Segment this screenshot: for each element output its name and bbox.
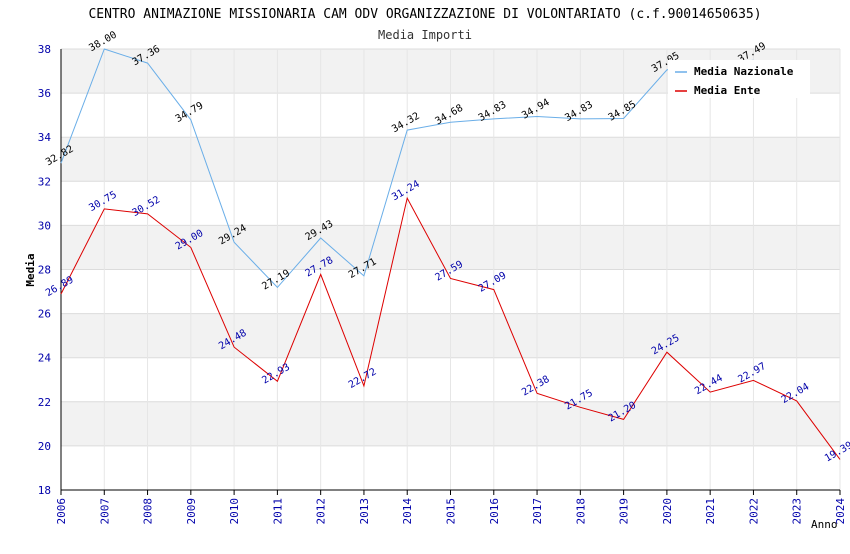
y-tick-label: 32 bbox=[38, 175, 51, 188]
y-tick-label: 30 bbox=[38, 219, 51, 232]
x-tick-label: 2010 bbox=[228, 498, 241, 525]
series-line-media-ente bbox=[60, 196, 841, 460]
x-tick-label: 2016 bbox=[488, 498, 501, 525]
y-tick-label: 38 bbox=[38, 43, 51, 56]
x-tick-label: 2024 bbox=[834, 498, 847, 525]
series-lines bbox=[60, 48, 841, 460]
x-tick-label: 2021 bbox=[704, 498, 717, 525]
y-tick-label: 26 bbox=[38, 308, 51, 321]
legend-label-media-ente: Media Ente bbox=[694, 84, 761, 97]
y-tick-label: 22 bbox=[38, 396, 51, 409]
x-tick-labels: 2006 2007 2008 2009 2010 2011 2012 2013 2014 2015… bbox=[55, 498, 847, 525]
x-tick-label: 2009 bbox=[185, 498, 198, 525]
x-tick-label: 2017 bbox=[531, 498, 544, 525]
x-tick-label: 2019 bbox=[618, 498, 631, 525]
chart-subtitle: Media Importi bbox=[378, 28, 472, 42]
chart-title: CENTRO ANIMAZIONE MISSIONARIA CAM ODV OR… bbox=[88, 7, 761, 22]
series-line-media-nazionale bbox=[60, 48, 754, 289]
x-tick-label: 2015 bbox=[445, 498, 458, 525]
y-axis-label: Media bbox=[24, 253, 37, 286]
legend: Media Nazionale Media Ente bbox=[668, 60, 810, 98]
x-tick-label: 2013 bbox=[358, 498, 371, 525]
x-tick-label: 2020 bbox=[661, 498, 674, 525]
legend-label-media-nazionale: Media Nazionale bbox=[694, 65, 794, 78]
y-tick-label: 20 bbox=[38, 440, 51, 453]
y-tick-label: 36 bbox=[38, 87, 51, 100]
legend-background bbox=[668, 60, 810, 98]
x-tick-label: 2023 bbox=[791, 498, 804, 525]
y-tick-labels: 18 20 22 24 26 28 30 32 34 36 38 bbox=[38, 43, 52, 497]
x-tick-label: 2012 bbox=[315, 498, 328, 525]
y-tick-label: 34 bbox=[38, 131, 52, 144]
x-tick-label: 2014 bbox=[401, 498, 414, 525]
y-tick-label: 24 bbox=[38, 352, 52, 365]
y-tick-label: 18 bbox=[38, 484, 51, 497]
x-tick-label: 2008 bbox=[142, 498, 155, 525]
x-tick-label: 2022 bbox=[747, 498, 760, 525]
x-tick-label: 2018 bbox=[574, 498, 587, 525]
x-tick-label: 2011 bbox=[271, 498, 284, 525]
x-tick-label: 2006 bbox=[55, 498, 68, 525]
x-axis-label: Anno bbox=[811, 518, 838, 531]
axes bbox=[60, 49, 841, 495]
x-tick-label: 2007 bbox=[98, 498, 111, 525]
y-tick-label: 28 bbox=[38, 264, 51, 277]
